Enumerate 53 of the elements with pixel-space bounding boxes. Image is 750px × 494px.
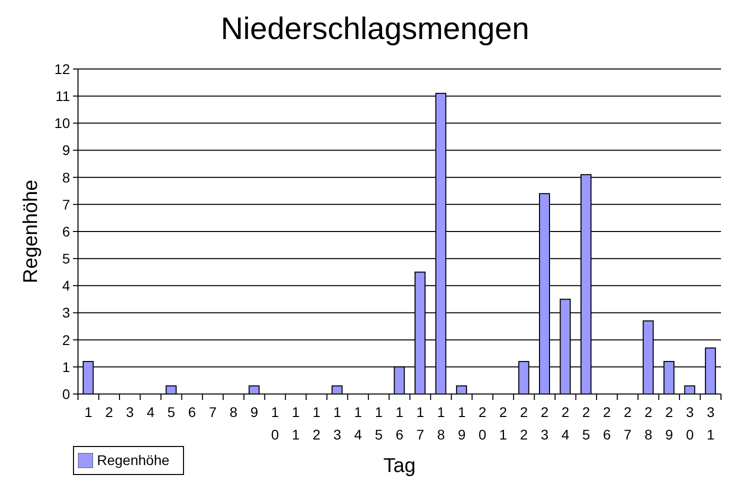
y-tick-label: 10 xyxy=(54,115,70,132)
bar xyxy=(166,385,177,394)
x-tick-label: 7 xyxy=(204,404,221,426)
x-tick-label: 3 xyxy=(122,404,138,426)
bar xyxy=(456,385,468,394)
x-tick-label: 30 xyxy=(682,404,698,449)
y-tick-label: 1 xyxy=(62,358,70,375)
x-tick-label: 9 xyxy=(246,404,262,426)
bar xyxy=(684,385,696,394)
y-axis-title: Regenhöhe xyxy=(20,180,42,284)
y-tick-label: 2 xyxy=(62,332,70,348)
y-tick-label: 12 xyxy=(54,60,70,77)
x-tick-label: 14 xyxy=(350,404,366,449)
x-tick-label: 26 xyxy=(598,404,615,449)
x-tick-label: 6 xyxy=(184,404,200,426)
x-tick-label: 16 xyxy=(392,404,408,449)
x-tick-label: 29 xyxy=(661,404,678,449)
chart-title: Niederschlagsmengen xyxy=(220,11,530,47)
x-tick-label: 8 xyxy=(226,404,242,426)
y-tick-label: 8 xyxy=(62,169,70,186)
x-tick-label: 17 xyxy=(412,404,428,449)
x-tick-label: 2 xyxy=(101,404,118,426)
y-tick-label: 3 xyxy=(62,304,70,321)
y-tick-label: 5 xyxy=(62,250,70,267)
x-tick-label: 28 xyxy=(640,404,656,449)
y-tick-label: 0 xyxy=(62,386,70,402)
x-tick-label: 4 xyxy=(142,404,159,426)
x-tick-label: 25 xyxy=(578,404,594,449)
y-tick-label: 7 xyxy=(62,196,70,212)
x-tick-label: 19 xyxy=(454,404,470,449)
x-axis-title: Tag xyxy=(383,455,416,477)
x-tick-label: 31 xyxy=(702,404,719,449)
x-tick-label: 24 xyxy=(557,404,574,449)
x-tick-label: 27 xyxy=(620,404,636,449)
x-tick-label: 12 xyxy=(308,404,325,449)
bar xyxy=(332,385,343,394)
x-tick-label: 18 xyxy=(432,404,449,449)
x-tick-label: 10 xyxy=(267,404,284,449)
x-tick-label: 15 xyxy=(370,404,387,449)
x-tick-label: 22 xyxy=(516,404,532,449)
y-tick-label: 4 xyxy=(62,278,70,294)
y-tick-label: 6 xyxy=(62,223,70,240)
x-tick-label: 23 xyxy=(536,404,553,449)
x-tick-label: 11 xyxy=(288,404,304,449)
x-tick-label: 1 xyxy=(80,404,96,426)
x-tick-label: 13 xyxy=(329,404,346,449)
bar xyxy=(248,385,260,394)
x-tick-label: 21 xyxy=(495,404,512,449)
x-tick-label: 20 xyxy=(474,404,490,449)
x-tick-label: 5 xyxy=(163,404,180,426)
legend-label: Regenhöhe xyxy=(97,452,170,468)
y-tick-label: 11 xyxy=(55,88,70,104)
y-tick-label: 9 xyxy=(62,142,70,158)
